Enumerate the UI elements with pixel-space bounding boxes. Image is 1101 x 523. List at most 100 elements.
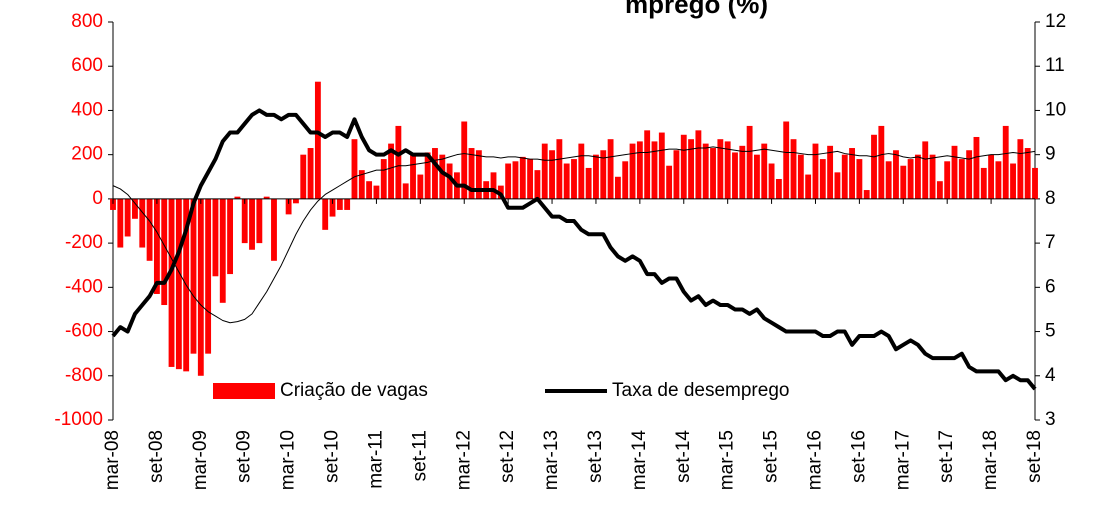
bar [958, 159, 965, 199]
bar [424, 152, 431, 199]
bar [797, 154, 804, 199]
legend-label: Criação de vagas [280, 380, 428, 401]
x-tick-label: set-18 [1024, 430, 1045, 483]
bar [563, 163, 570, 199]
bar [527, 159, 534, 199]
bar [1024, 148, 1031, 199]
y2-tick-label: 8 [1045, 188, 1056, 209]
bar [658, 132, 665, 199]
line [112, 146, 1036, 324]
x-tick-label: set-10 [322, 430, 343, 483]
bar [366, 181, 373, 199]
bar [936, 181, 943, 199]
bar [775, 178, 782, 199]
bar [710, 148, 716, 199]
bar [351, 139, 358, 199]
bar [695, 130, 702, 199]
bar [1010, 163, 1016, 199]
bar [519, 156, 526, 199]
bar [534, 170, 541, 199]
bar [402, 183, 409, 199]
bar [849, 148, 855, 199]
bar [388, 143, 394, 199]
y2-tick-label: 5 [1045, 321, 1056, 342]
bar [827, 145, 834, 199]
y2-tick-label: 7 [1045, 232, 1056, 253]
bar [227, 198, 234, 275]
x-tick-label: set-16 [848, 430, 869, 483]
x-tick-label: mar-17 [892, 430, 913, 490]
y-tick-label: 800 [71, 11, 103, 32]
bar [110, 198, 116, 210]
bar [907, 159, 914, 199]
y-tick-label: 0 [92, 188, 103, 209]
bar [951, 145, 958, 199]
bar [768, 163, 775, 199]
x-tick-label: set-12 [497, 430, 518, 483]
x-tick-label: mar-16 [804, 430, 825, 490]
bar [432, 148, 438, 199]
bar [724, 141, 731, 199]
bar [973, 136, 980, 199]
bar [300, 154, 307, 199]
y-tick-label: -1000 [54, 409, 103, 430]
bar [622, 161, 629, 199]
x-tick-label: mar-11 [365, 430, 386, 489]
bar [124, 198, 131, 237]
bar [219, 198, 226, 303]
bar [336, 198, 343, 210]
bar [395, 125, 402, 199]
bar [541, 143, 548, 199]
bar [358, 170, 365, 199]
bar [995, 161, 1002, 199]
y2-tick-label: 6 [1045, 276, 1056, 297]
bar [922, 141, 929, 199]
bar [746, 125, 753, 199]
bar [153, 198, 160, 294]
bar [717, 139, 724, 199]
bar [161, 198, 168, 306]
y2-tick-label: 4 [1045, 365, 1056, 386]
x-tick-label: set-09 [234, 430, 255, 483]
chart-title: mprego (%) [625, 0, 768, 19]
y-tick-label: -600 [65, 321, 103, 342]
y-tick-label: -400 [65, 276, 103, 297]
y-tick-label: 600 [71, 55, 103, 76]
bar [673, 150, 680, 199]
bar [505, 163, 512, 199]
bar [293, 198, 299, 204]
bar [373, 185, 380, 199]
bar [585, 167, 592, 199]
y2-tick-label: 9 [1045, 144, 1056, 165]
bar [322, 198, 329, 230]
x-tick-label: mar-15 [717, 430, 738, 490]
bar [410, 154, 416, 199]
bar [614, 176, 621, 199]
bar [556, 139, 563, 199]
x-tick-label: set-14 [673, 430, 694, 483]
bar [168, 198, 175, 367]
x-tick-label: set-11 [409, 430, 430, 481]
bar [314, 81, 321, 199]
bar [929, 154, 936, 199]
y2-tick-label: 10 [1045, 99, 1066, 120]
bar [241, 198, 248, 244]
bar [863, 190, 870, 199]
bar [1017, 139, 1024, 199]
bar [914, 154, 921, 199]
bar [263, 196, 270, 199]
bar [132, 198, 138, 219]
bar [834, 172, 841, 199]
legend-label: Taxa de desemprego [612, 380, 789, 401]
bar [490, 172, 497, 199]
bar [819, 159, 826, 199]
y2-tick-label: 11 [1045, 55, 1065, 76]
bar [988, 154, 995, 199]
bar [841, 154, 848, 199]
bar [600, 150, 607, 199]
bar [256, 198, 263, 244]
bar [234, 196, 241, 199]
bar [146, 198, 153, 261]
bar [651, 141, 658, 199]
